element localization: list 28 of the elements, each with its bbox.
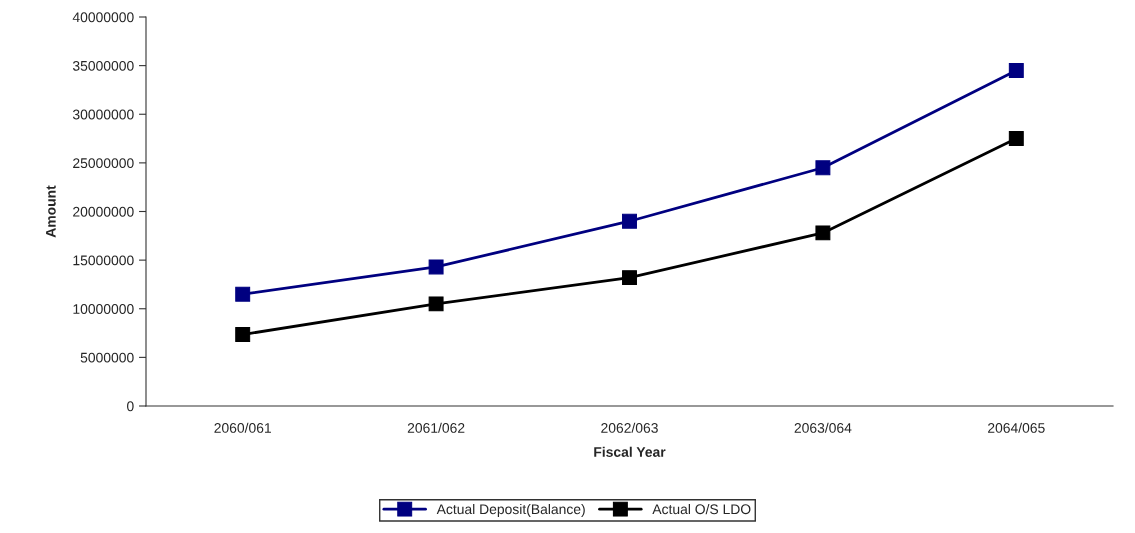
point xyxy=(622,270,637,286)
y-tick-label: 35000000 xyxy=(72,60,134,71)
y-tick-label: 20000000 xyxy=(73,206,134,217)
x-axis-title: Fiscal Year xyxy=(594,446,666,457)
y-tick-label: 40000000 xyxy=(72,12,134,23)
y-tick-label: 30000000 xyxy=(72,109,134,120)
y-tick-label: 25000000 xyxy=(73,158,134,169)
y-tick-label: 10000000 xyxy=(73,304,134,314)
legend-label: Actual Deposit(Balance) xyxy=(436,503,585,517)
point xyxy=(622,213,637,229)
x-tick-label: 2060/061 xyxy=(214,422,271,433)
point xyxy=(428,259,444,275)
legend-label: Actual O/S LDO xyxy=(652,503,751,515)
point xyxy=(815,225,831,241)
point xyxy=(815,160,831,176)
y-tick-label: 5000000 xyxy=(80,352,134,363)
point xyxy=(1008,131,1024,147)
point xyxy=(1008,63,1024,78)
point xyxy=(428,296,444,312)
x-tick-label: 2061/062 xyxy=(407,422,465,433)
y-tick-label: 0 xyxy=(127,401,134,412)
x-tick-label: 2062/063 xyxy=(601,422,658,433)
x-tick-label: 2063/064 xyxy=(794,422,852,433)
point xyxy=(235,327,251,342)
x-tick-label: 2064/065 xyxy=(988,422,1045,433)
y-axis-title: Amount xyxy=(46,185,56,238)
y-tick-label: 15000000 xyxy=(73,255,134,266)
point xyxy=(235,286,251,302)
